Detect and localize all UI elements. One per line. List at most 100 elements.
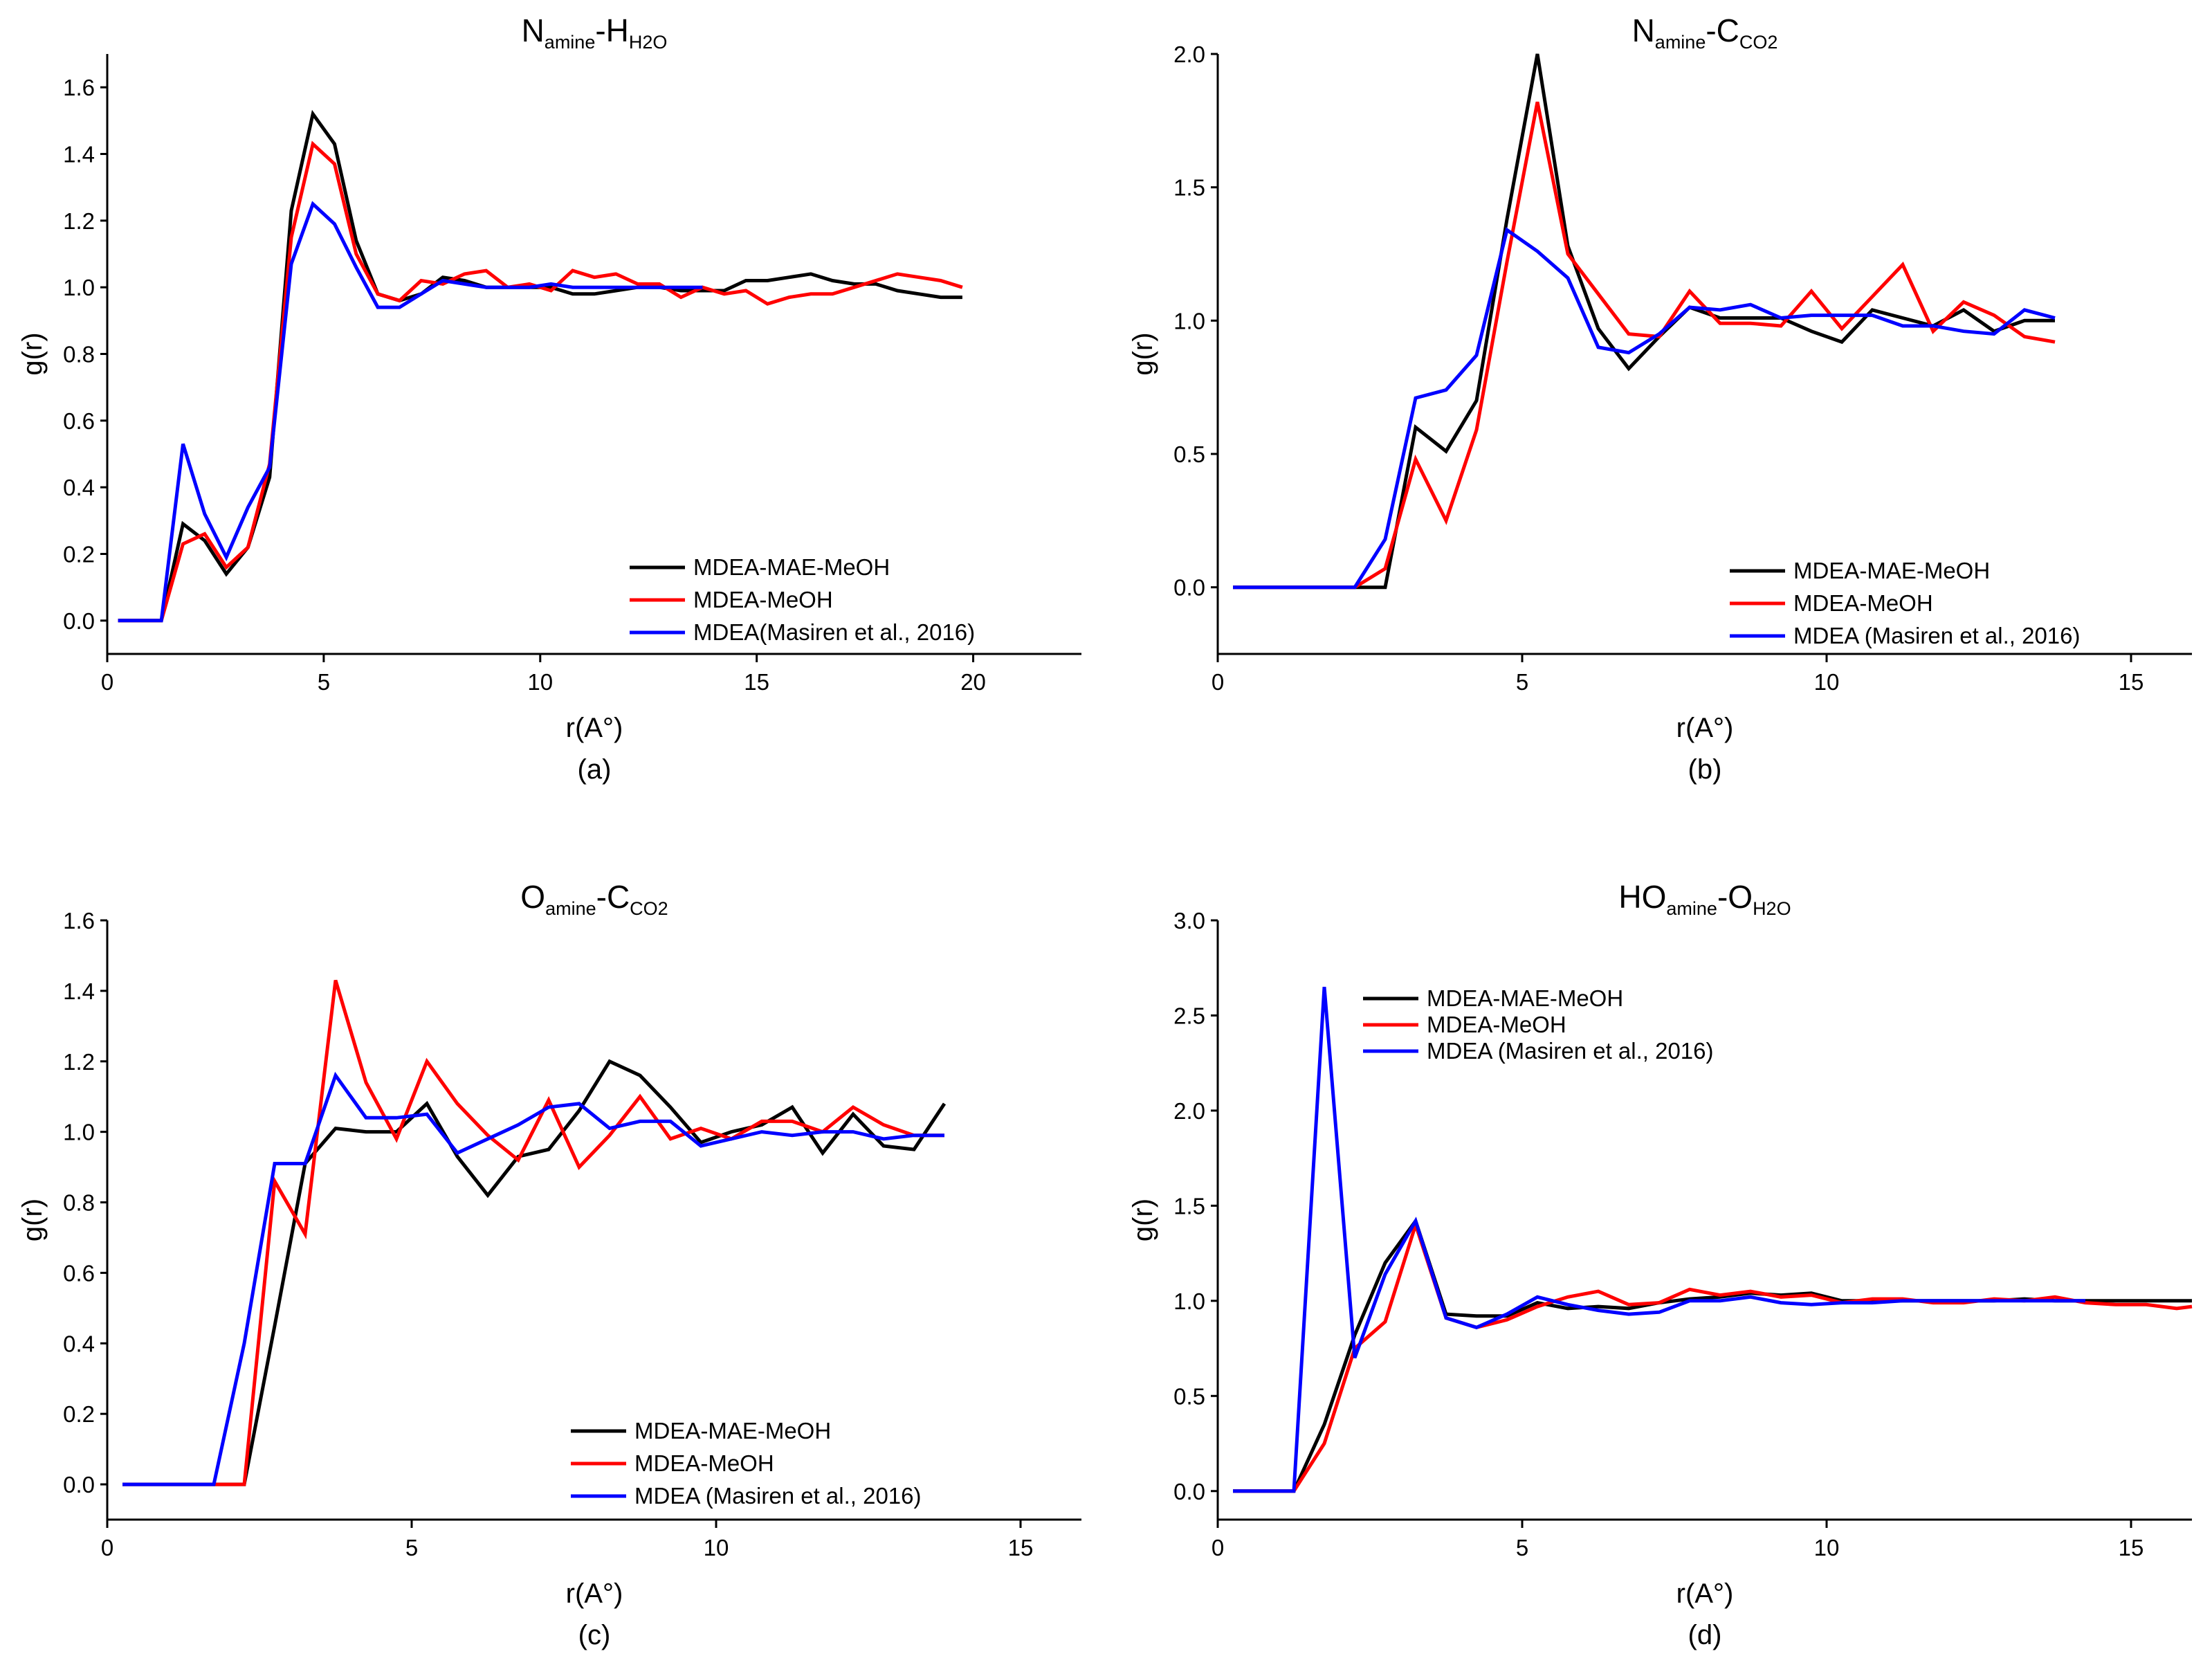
panel-caption: (c) bbox=[578, 1620, 611, 1650]
y-tick-label: 0.6 bbox=[63, 408, 95, 434]
title-subscript: amine bbox=[1666, 898, 1717, 919]
x-tick-label: 0 bbox=[101, 1535, 113, 1560]
title-segment: O bbox=[520, 879, 545, 915]
series-line-b-2 bbox=[1233, 227, 2056, 590]
x-axis-label: r(A°) bbox=[566, 1578, 623, 1609]
panel-caption: (d) bbox=[1688, 1620, 1722, 1650]
legend: MDEA-MAE-MeOH MDEA-MeOH MDEA(Masiren et al… bbox=[630, 554, 975, 645]
legend: MDEA-MAE-MeOH MDEA-MeOH MDEA (Masiren et a… bbox=[1730, 558, 2081, 648]
chart-panel-c: 0.0 0.2 0.4 0.6 0.8 1.0 1.2 1.4 1.6 0 5 10 15 Oamine-… bbox=[17, 879, 1081, 1650]
legend-label: MDEA-MAE-MeOH bbox=[693, 554, 890, 580]
chart-title: Namine-CCO2 bbox=[1632, 12, 1778, 53]
x-tick-label: 15 bbox=[744, 669, 769, 695]
title-subscript: CO2 bbox=[630, 898, 668, 919]
series-line-c-1 bbox=[122, 979, 944, 1486]
legend-label: MDEA-MeOH bbox=[1427, 1012, 1566, 1037]
series-line-b-0 bbox=[1233, 53, 2055, 590]
x-axis-label: r(A°) bbox=[1676, 713, 1734, 743]
series-line-d-0 bbox=[1233, 1217, 2192, 1493]
y-tick-label: 3.0 bbox=[1173, 908, 1205, 933]
y-tick-label: 0.8 bbox=[63, 342, 95, 367]
legend-label: MDEA-MAE-MeOH bbox=[634, 1418, 831, 1443]
y-axis-label: g(r) bbox=[1128, 1199, 1158, 1241]
x-tick-label: 20 bbox=[960, 669, 986, 695]
title-subscript: CO2 bbox=[1739, 32, 1778, 53]
x-tick-label: 10 bbox=[527, 669, 553, 695]
legend-label: MDEA (Masiren et al., 2016) bbox=[634, 1483, 922, 1509]
legend-label: MDEA-MeOH bbox=[634, 1450, 774, 1476]
y-tick-label: 1.6 bbox=[63, 75, 95, 100]
legend-label: MDEA-MeOH bbox=[693, 587, 833, 612]
y-tick-label: 1.0 bbox=[63, 275, 95, 300]
x-tick-label: 0 bbox=[101, 669, 113, 695]
y-tick-label: 1.0 bbox=[1173, 1288, 1205, 1314]
y-tick-label: 0.0 bbox=[1173, 1479, 1205, 1504]
series-line-d-2 bbox=[1233, 986, 2085, 1493]
y-tick-label: 1.5 bbox=[1173, 1193, 1205, 1219]
y-tick-label: 0.2 bbox=[63, 542, 95, 567]
x-tick-label: 0 bbox=[1212, 669, 1224, 695]
y-tick-label: 2.0 bbox=[1173, 1098, 1205, 1124]
y-tick-label: 1.0 bbox=[1173, 308, 1205, 334]
x-tick-label: 15 bbox=[2119, 1535, 2144, 1560]
x-tick-label: 15 bbox=[1008, 1535, 1034, 1560]
y-tick-label: 1.4 bbox=[63, 978, 95, 1004]
title-segment: HO bbox=[1618, 879, 1666, 915]
panel-caption: (a) bbox=[578, 754, 612, 785]
x-tick-label: 5 bbox=[318, 669, 330, 695]
series-line-d-1 bbox=[1233, 1219, 2193, 1493]
y-tick-label: 1.2 bbox=[63, 1049, 95, 1075]
chart-title: Oamine-CCO2 bbox=[520, 879, 668, 919]
y-tick-label: 1.0 bbox=[63, 1120, 95, 1145]
title-segment: -C bbox=[1706, 12, 1739, 48]
x-tick-label: 10 bbox=[704, 1535, 729, 1560]
x-axis-label: r(A°) bbox=[566, 713, 623, 743]
x-tick-label: 0 bbox=[1212, 1535, 1224, 1560]
legend-label: MDEA-MAE-MeOH bbox=[1427, 985, 1623, 1011]
y-tick-label: 0.5 bbox=[1173, 1383, 1205, 1409]
legend-label: MDEA (Masiren et al., 2016) bbox=[1793, 623, 2081, 648]
x-tick-label: 10 bbox=[1814, 669, 1840, 695]
x-tick-label: 15 bbox=[2119, 669, 2144, 695]
title-segment: -H bbox=[595, 12, 629, 48]
title-subscript: H2O bbox=[1753, 898, 1791, 919]
y-tick-label: 0.2 bbox=[63, 1401, 95, 1427]
legend-label: MDEA (Masiren et al., 2016) bbox=[1427, 1038, 1714, 1064]
title-segment: N bbox=[522, 12, 545, 48]
legend: MDEA-MAE-MeOH MDEA-MeOH MDEA (Masiren et a… bbox=[571, 1418, 922, 1509]
y-tick-label: 0.0 bbox=[63, 1472, 95, 1497]
y-tick-label: 0.4 bbox=[63, 1331, 95, 1356]
title-subscript: H2O bbox=[629, 32, 668, 53]
chart-title: Namine-HH2O bbox=[522, 12, 668, 53]
series-line-c-0 bbox=[122, 1059, 947, 1486]
title-subscript: amine bbox=[1655, 32, 1706, 53]
y-tick-label: 2.0 bbox=[1173, 42, 1205, 67]
chart-panel-a: 0.0 0.2 0.4 0.6 0.8 1.0 1.2 1.4 1.6 0 5 10 15 20 Namin… bbox=[17, 12, 1081, 785]
y-tick-label: 0.8 bbox=[63, 1190, 95, 1216]
y-tick-label: 0.6 bbox=[63, 1260, 95, 1286]
y-axis-label: g(r) bbox=[17, 332, 48, 375]
x-tick-label: 5 bbox=[1516, 669, 1528, 695]
title-subscript: amine bbox=[545, 32, 596, 53]
title-segment: -O bbox=[1717, 879, 1753, 915]
series-line-b-1 bbox=[1233, 101, 2056, 590]
y-tick-label: 0.0 bbox=[1173, 575, 1205, 601]
x-tick-label: 5 bbox=[405, 1535, 418, 1560]
legend-label: MDEA-MeOH bbox=[1793, 590, 1933, 616]
y-tick-label: 0.5 bbox=[1173, 441, 1205, 467]
legend-label: MDEA-MAE-MeOH bbox=[1793, 558, 1990, 583]
series-line-a-1 bbox=[118, 140, 963, 623]
title-segment: N bbox=[1632, 12, 1655, 48]
chart-panel-b: 0.0 0.5 1.0 1.5 2.0 0 5 10 15 Namine-CCO2 g(r) r(A°… bbox=[1128, 12, 2192, 785]
title-subscript: amine bbox=[545, 898, 596, 919]
x-tick-label: 10 bbox=[1814, 1535, 1840, 1560]
y-tick-label: 1.2 bbox=[63, 208, 95, 234]
series-line-a-0 bbox=[118, 109, 962, 623]
x-axis-label: r(A°) bbox=[1676, 1578, 1734, 1609]
chart-title: HOamine-OH2O bbox=[1618, 879, 1791, 919]
y-tick-label: 2.5 bbox=[1173, 1003, 1205, 1028]
chart-panel-d: 0.0 0.5 1.0 1.5 2.0 2.5 3.0 0 5 10 15 HOamine-OH2O g… bbox=[1128, 879, 2193, 1650]
y-tick-label: 1.6 bbox=[63, 908, 95, 933]
